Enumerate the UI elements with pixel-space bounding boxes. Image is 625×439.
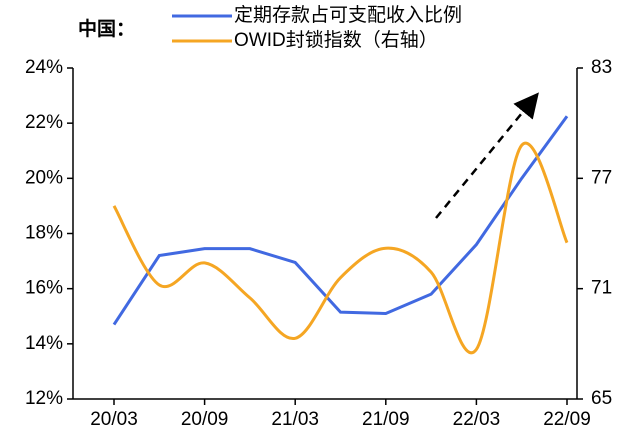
y2-tick-label: 83 — [591, 57, 612, 78]
y-tick-label: 18% — [25, 223, 63, 244]
y-tick-label: 14% — [25, 333, 63, 354]
y2-tick-label: 71 — [591, 278, 612, 299]
x-tick-label: 22/03 — [453, 409, 501, 430]
y-tick-label: 24% — [25, 57, 63, 78]
y-tick-label: 20% — [25, 167, 63, 188]
chart-title: 中国： — [78, 17, 135, 40]
x-tick-label: 21/09 — [362, 409, 410, 430]
x-tick-label: 20/03 — [90, 409, 138, 430]
legend-label: 定期存款占可支配收入比例 — [234, 4, 462, 26]
y2-tick-label: 77 — [591, 167, 612, 188]
y-tick-label: 16% — [25, 278, 63, 299]
y2-tick-label: 65 — [591, 388, 612, 409]
x-tick-label: 20/09 — [181, 409, 229, 430]
trend-arrow — [435, 92, 539, 219]
series-line — [112, 141, 569, 355]
x-tick-label: 21/03 — [271, 409, 319, 430]
y-tick-label: 22% — [25, 112, 63, 133]
series-line — [112, 115, 569, 326]
legend-label: OWID封锁指数（右轴） — [234, 29, 438, 51]
x-tick-label: 22/09 — [543, 409, 591, 430]
y-tick-label: 12% — [25, 388, 63, 409]
